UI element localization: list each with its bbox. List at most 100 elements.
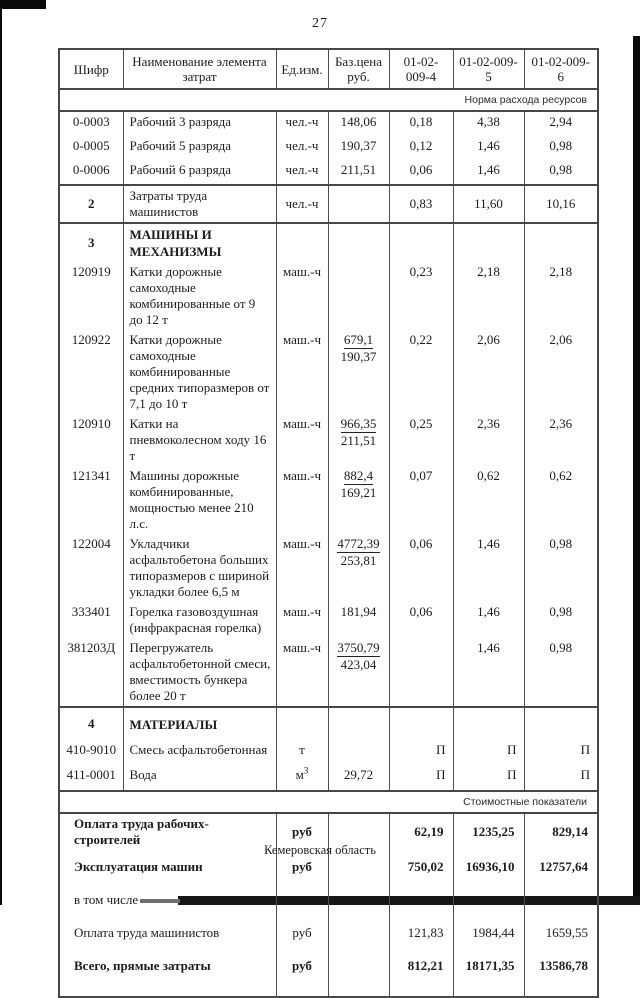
header-cell-norm-4: 01-02-009-4 <box>388 49 453 90</box>
cost-value-5: 1235,25 <box>452 813 524 850</box>
row-code: 410-9010 <box>58 740 123 765</box>
row-norm-5: П <box>452 740 524 765</box>
table-row: 121341 Машины дорожные комбинированные, … <box>58 466 598 534</box>
table-header-row: Шифр Наименование элемента затрат Ед.изм… <box>58 49 598 90</box>
cost-row-label: в том числе <box>58 883 276 916</box>
cost-row-unit <box>275 883 328 916</box>
row-unit: маш.-ч <box>275 414 328 466</box>
cost-row-base-price <box>327 949 389 997</box>
row-base-price-fraction: 3750,79 423,04 <box>327 638 389 708</box>
section-number: 4 <box>58 707 123 740</box>
cost-row: в том числе <box>58 883 598 916</box>
row-norm-4: 0,06 <box>388 160 453 186</box>
header-cell-code: Шифр <box>58 49 123 90</box>
table-row: 0-0003 Рабочий 3 разряда чел.-ч 148,06 0… <box>58 111 598 136</box>
header-cell-norm-6: 01-02-009-6 <box>523 49 598 90</box>
table-row: 120919 Катки дорожные самоходные комбини… <box>58 262 598 330</box>
table-row: 410-9010 Смесь асфальтобетонная т П П П <box>58 740 598 765</box>
row-name: Перегружатель асфальтобетонной смеси, вм… <box>122 638 276 708</box>
row-norm-6: 0,98 <box>523 602 598 638</box>
row-base-price-fraction: 966,35 211,51 <box>327 414 389 466</box>
cost-row: Эксплуатация машин руб 750,02 16936,10 1… <box>58 850 598 883</box>
cost-row-unit: руб <box>275 916 328 949</box>
table-row: 0-0006 Рабочий 6 разряда чел.-ч 211,51 0… <box>58 160 598 186</box>
row-base-price-fraction: 679,1 190,37 <box>327 330 389 414</box>
price-denominator: 253,81 <box>340 553 377 568</box>
cost-value-4: 750,02 <box>388 850 453 883</box>
price-numerator: 679,1 <box>343 332 374 349</box>
table-row-machinists-total: 2 Затраты труда машинистов чел.-ч 0,83 1… <box>58 185 598 224</box>
row-norm-4: 0,06 <box>388 602 453 638</box>
row-unit: маш.-ч <box>275 466 328 534</box>
section-header-machines: 3 МАШИНЫ И МЕХАНИЗМЫ <box>58 223 598 262</box>
row-base-price-fraction: 882,4 169,21 <box>327 466 389 534</box>
row-code: 120922 <box>58 330 123 414</box>
row-name: Рабочий 6 разряда <box>122 160 276 186</box>
section-title: МАТЕРИАЛЫ <box>122 707 276 740</box>
row-norm-4 <box>388 638 453 708</box>
cost-row-base-price <box>327 850 389 883</box>
row-unit: маш.-ч <box>275 262 328 330</box>
cost-row-label: Эксплуатация машин <box>58 850 276 883</box>
row-unit: чел.-ч <box>275 111 328 136</box>
row-norm-6: 10,16 <box>523 185 598 224</box>
row-norm-5: 2,36 <box>452 414 524 466</box>
cost-value-5: 18171,35 <box>452 949 524 997</box>
row-norm-4: 0,23 <box>388 262 453 330</box>
cost-value-5: 16936,10 <box>452 850 524 883</box>
row-norm-5: 0,62 <box>452 466 524 534</box>
row-code: 0-0005 <box>58 136 123 160</box>
price-numerator: 3750,79 <box>337 640 380 657</box>
row-norm-4: 0,12 <box>388 136 453 160</box>
price-numerator: 966,35 <box>340 416 377 433</box>
header-cell-base-price: Баз.цена руб. <box>327 49 389 90</box>
footer-region-label: Кемеровская область <box>264 843 376 857</box>
cost-value-4: 121,83 <box>388 916 453 949</box>
scan-edge-right <box>633 36 640 905</box>
price-denominator: 190,37 <box>340 349 377 364</box>
table-row: 120922 Катки дорожные самоходные комбини… <box>58 330 598 414</box>
cost-value-5: 1984,44 <box>452 916 524 949</box>
cost-value-4: 812,21 <box>388 949 453 997</box>
cost-value-6: 1659,55 <box>523 916 598 949</box>
row-norm-5: П <box>452 765 524 792</box>
unit-superscript: 3 <box>303 765 309 776</box>
cost-row-total: Всего, прямые затраты руб 812,21 18171,3… <box>58 949 598 997</box>
row-unit: маш.-ч <box>275 330 328 414</box>
cost-value-6: 13586,78 <box>523 949 598 997</box>
cost-row-unit: руб <box>275 949 328 997</box>
cost-row-base-price <box>327 883 389 916</box>
price-numerator: 4772,39 <box>337 536 380 553</box>
row-norm-6: 0,62 <box>523 466 598 534</box>
row-unit: чел.-ч <box>275 185 328 224</box>
header-cell-unit: Ед.изм. <box>275 49 328 90</box>
band-resources-label: Норма расхода ресурсов <box>58 89 598 112</box>
row-norm-4: 0,06 <box>388 534 453 602</box>
cost-row-label: Оплата труда машинистов <box>58 916 276 949</box>
row-name: Рабочий 3 разряда <box>122 111 276 136</box>
row-name: Смесь асфальтобетонная <box>122 740 276 765</box>
row-norm-5: 1,46 <box>452 602 524 638</box>
row-norm-6: 0,98 <box>523 534 598 602</box>
row-unit: маш.-ч <box>275 534 328 602</box>
row-base-price: 29,72 <box>327 765 389 792</box>
row-base-price <box>327 262 389 330</box>
cost-value-6 <box>523 883 598 916</box>
band-cost-row: Стоимостные показатели <box>58 791 598 814</box>
row-norm-4: П <box>388 765 453 792</box>
row-norm-4: 0,22 <box>388 330 453 414</box>
row-unit: т <box>275 740 328 765</box>
cost-row-label: Всего, прямые затраты <box>58 949 276 997</box>
row-unit: маш.-ч <box>275 638 328 708</box>
unit-base: м <box>295 767 304 782</box>
row-norm-6: 0,98 <box>523 638 598 708</box>
row-name: Катки дорожные самоходные комбинированны… <box>122 262 276 330</box>
header-cell-name: Наименование элемента затрат <box>122 49 276 90</box>
row-unit: м3 <box>275 765 328 792</box>
row-code: 120910 <box>58 414 123 466</box>
row-unit: маш.-ч <box>275 602 328 638</box>
header-cell-norm-5: 01-02-009-5 <box>452 49 524 90</box>
cost-value-6: 12757,64 <box>523 850 598 883</box>
cost-value-4: 62,19 <box>388 813 453 850</box>
table-row: 411-0001 Вода м3 29,72 П П П <box>58 765 598 792</box>
